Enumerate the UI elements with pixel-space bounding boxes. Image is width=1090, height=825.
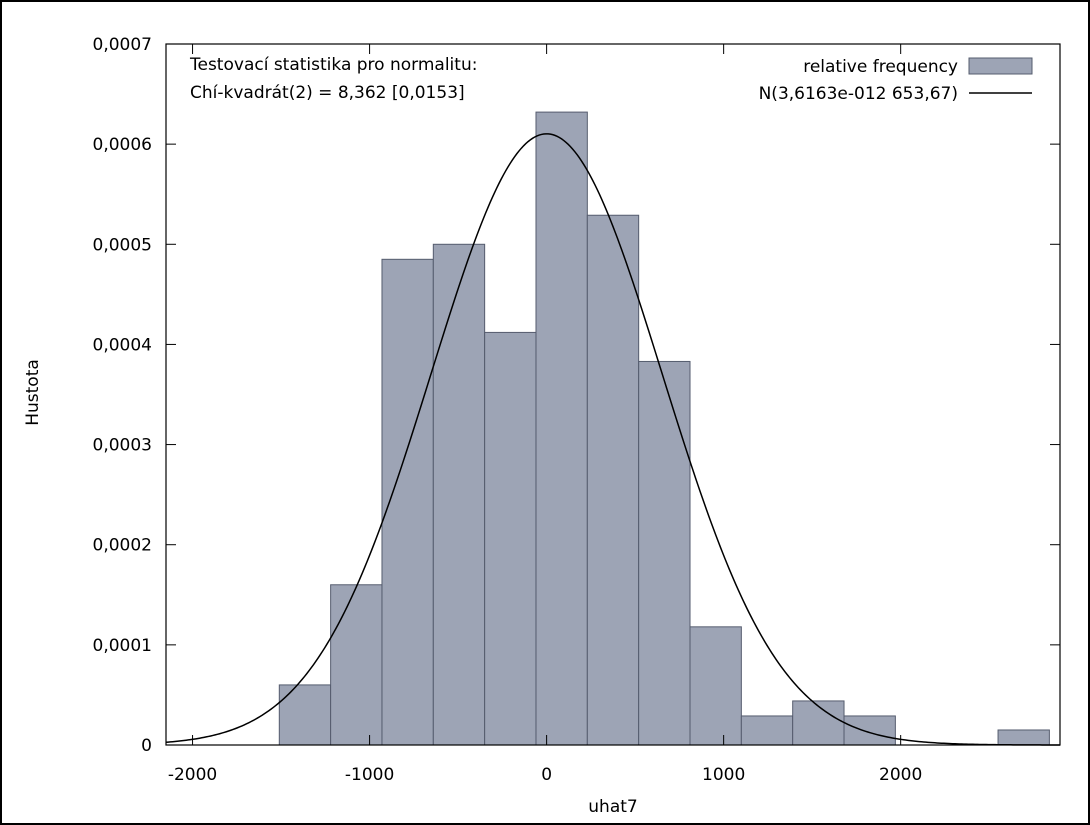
normality-test-statistic: Chí-kvadrát(2) = 8,362 [0,0153] xyxy=(190,83,465,103)
normal-density-curve xyxy=(165,133,1061,746)
histogram-bar-5 xyxy=(535,111,588,746)
legend: relative frequency N(3,6163e-012 653,67) xyxy=(759,57,1033,104)
histogram-bar-2 xyxy=(381,258,434,746)
y-tick-label-5: 0,0005 xyxy=(93,235,152,255)
y-tick-label-6: 0,0006 xyxy=(93,135,152,155)
histogram-bars xyxy=(278,111,1050,746)
y-tick-label-1: 0,0001 xyxy=(93,636,152,656)
x-tick-label-1: -1000 xyxy=(345,765,394,785)
y-tick-label-3: 0,0003 xyxy=(93,436,152,456)
histogram-bar-14 xyxy=(997,729,1050,746)
histogram-bar-9 xyxy=(740,715,794,746)
histogram-bar-1 xyxy=(330,584,383,746)
histogram-bar-0 xyxy=(278,684,332,746)
legend-entry-relative-frequency: relative frequency xyxy=(803,57,958,77)
histogram-bar-7 xyxy=(638,360,691,746)
y-tick-label-2: 0,0002 xyxy=(93,536,152,556)
x-tick-label-4: 2000 xyxy=(879,765,922,785)
histogram-bar-3 xyxy=(432,243,486,746)
legend-swatch-relative-frequency xyxy=(968,57,1033,75)
axis-ticks: 0 0,0001 0,0002 0,0003 0,0004 0,0005 0,0006 0,0… xyxy=(93,35,1060,785)
y-tick-label-7: 0,0007 xyxy=(93,35,152,55)
y-tick-label-4: 0,0004 xyxy=(93,335,152,355)
x-tick-label-0: -2000 xyxy=(168,765,217,785)
x-tick-label-2: 0 xyxy=(541,765,552,785)
histogram-bar-11 xyxy=(843,715,896,746)
histogram-bar-6 xyxy=(586,214,640,746)
y-axis-title: Hustota xyxy=(23,359,43,426)
histogram-bar-10 xyxy=(792,700,845,746)
legend-entry-normal-distribution: N(3,6163e-012 653,67) xyxy=(759,84,958,104)
plot-frame xyxy=(165,43,1061,746)
x-tick-label-3: 1000 xyxy=(702,765,745,785)
normality-test-title: Testovací statistika pro normalitu: xyxy=(189,55,477,75)
y-tick-label-0: 0 xyxy=(141,736,152,756)
histogram-bar-4 xyxy=(484,331,537,746)
histogram-bar-8 xyxy=(689,626,742,746)
x-axis-title: uhat7 xyxy=(588,797,637,817)
